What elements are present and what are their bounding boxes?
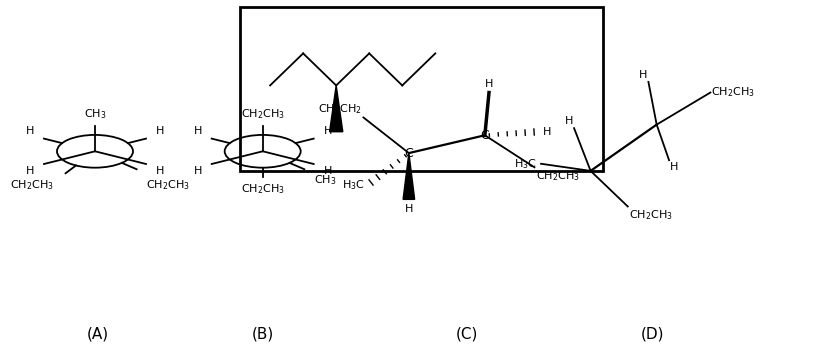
Text: CH$_2$CH$_3$: CH$_2$CH$_3$ <box>711 86 755 99</box>
Text: H: H <box>26 167 34 177</box>
Text: (B): (B) <box>252 327 273 342</box>
Text: CH$_2$CH$_3$: CH$_2$CH$_3$ <box>536 169 581 183</box>
Polygon shape <box>330 85 343 132</box>
Text: H: H <box>26 126 34 136</box>
Text: H: H <box>324 167 332 177</box>
Text: (D): (D) <box>641 327 664 342</box>
Polygon shape <box>403 153 415 199</box>
Text: CH$_2$CH$_3$: CH$_2$CH$_3$ <box>10 178 54 192</box>
Text: H: H <box>670 162 678 172</box>
Text: H: H <box>324 126 332 136</box>
Text: CH$_2$CH$_3$: CH$_2$CH$_3$ <box>146 178 190 192</box>
Text: H: H <box>156 126 164 136</box>
Text: C: C <box>405 147 413 159</box>
Text: C: C <box>481 129 489 142</box>
Text: H: H <box>485 79 493 89</box>
Text: H$_3$C: H$_3$C <box>514 157 537 171</box>
Text: CH$_3$: CH$_3$ <box>83 107 107 121</box>
Text: CH$_3$: CH$_3$ <box>314 173 336 187</box>
Text: (A): (A) <box>87 327 108 342</box>
Text: CH$_2$CH$_3$: CH$_2$CH$_3$ <box>240 107 285 121</box>
Text: CH$_2$CH$_3$: CH$_2$CH$_3$ <box>629 209 672 222</box>
Text: H$_3$C: H$_3$C <box>342 178 364 192</box>
Text: H: H <box>193 167 202 177</box>
Text: H: H <box>565 116 573 126</box>
Text: H: H <box>543 127 551 137</box>
Text: (C): (C) <box>455 327 478 342</box>
Bar <box>240 7 603 171</box>
Text: CH$_3$CH$_2$: CH$_3$CH$_2$ <box>317 103 362 116</box>
Text: H: H <box>193 126 202 136</box>
Text: H: H <box>405 204 413 214</box>
Text: H: H <box>639 70 648 80</box>
Text: H: H <box>156 167 164 177</box>
Text: CH$_2$CH$_3$: CH$_2$CH$_3$ <box>240 182 285 196</box>
